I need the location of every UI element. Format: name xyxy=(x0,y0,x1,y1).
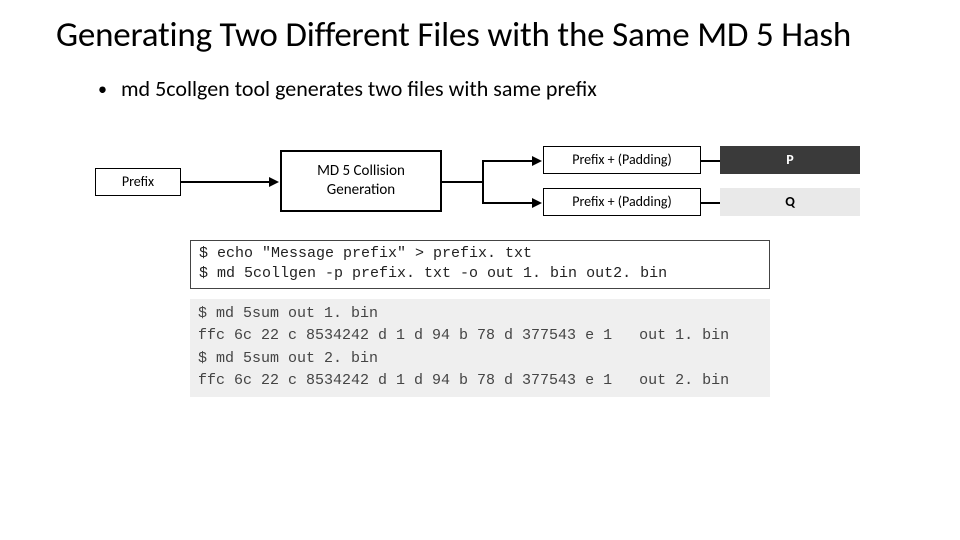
bullet-text: md 5collgen tool generates two files wit… xyxy=(121,74,597,104)
diagram-connector xyxy=(482,202,532,204)
code-line: $ md 5sum out 2. bin xyxy=(198,348,762,371)
bullet-item: • md 5collgen tool generates two files w… xyxy=(98,74,904,104)
diagram-connector xyxy=(701,160,720,162)
code-line: $ md 5sum out 1. bin xyxy=(198,303,762,326)
diagram-arrowhead xyxy=(269,177,279,187)
diagram-box-prefix-padding-2: Prefix + (Padding) xyxy=(543,188,701,216)
diagram-box-q: Q xyxy=(720,188,860,216)
diagram-connector xyxy=(482,160,532,162)
md5-collision-diagram: Prefix MD 5 CollisionGeneration Prefix +… xyxy=(95,142,865,222)
code-line: $ echo "Message prefix" > prefix. txt xyxy=(199,244,761,264)
page-title: Generating Two Different Files with the … xyxy=(56,14,904,56)
code-block-output: $ md 5sum out 1. bin ffc 6c 22 c 8534242… xyxy=(190,299,770,397)
code-line: $ md 5collgen -p prefix. txt -o out 1. b… xyxy=(199,264,761,284)
code-line: ffc 6c 22 c 8534242 d 1 d 94 b 78 d 3775… xyxy=(198,370,762,393)
diagram-arrowhead xyxy=(532,198,542,208)
diagram-connector xyxy=(701,202,720,204)
diagram-box-p: P xyxy=(720,146,860,174)
code-block-commands: $ echo "Message prefix" > prefix. txt $ … xyxy=(190,240,770,289)
diagram-connector xyxy=(181,181,269,183)
bullet-dot: • xyxy=(98,74,107,104)
diagram-box-prefix: Prefix xyxy=(95,168,181,196)
diagram-box-prefix-padding-1: Prefix + (Padding) xyxy=(543,146,701,174)
code-line: ffc 6c 22 c 8534242 d 1 d 94 b 78 d 3775… xyxy=(198,325,762,348)
diagram-connector xyxy=(442,181,482,183)
diagram-connector xyxy=(482,160,484,203)
diagram-arrowhead xyxy=(532,156,542,166)
diagram-box-generator: MD 5 CollisionGeneration xyxy=(280,150,442,212)
